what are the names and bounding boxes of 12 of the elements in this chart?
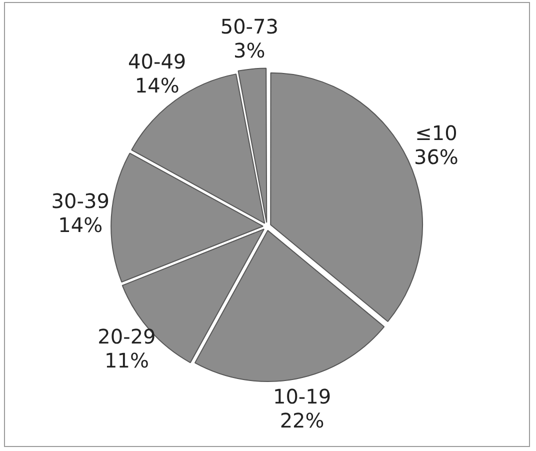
slice-label: 30-39 <box>51 188 110 213</box>
data-label: 36% <box>414 145 458 170</box>
slice-label: 20-29 <box>98 324 156 348</box>
slice-label: 10-19 <box>272 384 332 408</box>
slice-label: ≤10 <box>415 121 458 146</box>
slice-label: 40-49 <box>128 49 186 74</box>
data-label: 14% <box>134 73 180 98</box>
data-label: 22% <box>280 408 324 432</box>
data-label: 3% <box>234 38 266 63</box>
data-label: 14% <box>58 212 103 237</box>
slice-label: 50-73 <box>220 14 278 39</box>
data-label: 11% <box>104 348 149 372</box>
